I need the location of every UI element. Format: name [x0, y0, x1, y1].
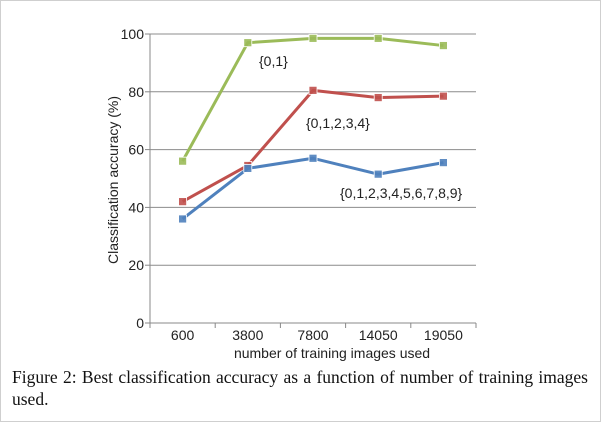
y-tick-label: 0	[136, 315, 144, 331]
data-point-marker	[243, 38, 253, 48]
x-tick-label: 14050	[359, 327, 398, 343]
figure-caption: Figure 2: Best classification accuracy a…	[12, 367, 588, 409]
grid	[145, 33, 477, 328]
y-tick-label: 40	[128, 199, 144, 215]
x-tick-label: 19050	[424, 327, 463, 343]
y-axis-title: Classification accuracy (%)	[105, 96, 121, 264]
y-tick-label: 60	[128, 142, 144, 158]
data-point-marker	[243, 163, 253, 173]
series-lines	[178, 33, 448, 224]
data-point-marker	[438, 41, 448, 50]
data-point-marker	[438, 91, 448, 101]
data-point-marker	[178, 156, 188, 166]
series-label: {0,1,2,3,4}	[306, 115, 370, 131]
series-label: {0,1}	[259, 53, 288, 69]
data-point-marker	[373, 169, 383, 179]
series-line	[181, 36, 444, 162]
x-tick-label: 600	[171, 327, 195, 343]
data-point-marker	[308, 153, 318, 163]
series-labels: {0,1} {0,1,2,3,4} {0,1,2,3,4,5,6,7,8,9}	[259, 53, 463, 201]
data-point-marker	[308, 33, 318, 43]
x-tick-labels: 600 3800 7800 14050 19050	[171, 327, 463, 343]
x-tick-label: 7800	[297, 327, 328, 343]
y-tick-label: 100	[121, 26, 145, 42]
y-tick-label: 80	[128, 84, 144, 100]
data-point-marker	[438, 158, 448, 168]
x-tick-label: 3800	[232, 327, 263, 343]
x-axis-title: number of training images used	[234, 345, 430, 361]
y-tick-label: 20	[128, 257, 144, 273]
data-point-marker	[373, 33, 383, 43]
data-point-marker	[178, 197, 188, 207]
data-point-marker	[373, 93, 383, 102]
line-chart: 0 20 40 60 80 100 600 3800 7800 14050 19050 {0,1}…	[105, 26, 477, 361]
data-point-marker	[178, 214, 188, 224]
series-label: {0,1,2,3,4,5,6,7,8,9}	[340, 185, 463, 201]
data-point-marker	[308, 85, 318, 95]
y-tick-labels: 0 20 40 60 80 100	[121, 26, 145, 331]
